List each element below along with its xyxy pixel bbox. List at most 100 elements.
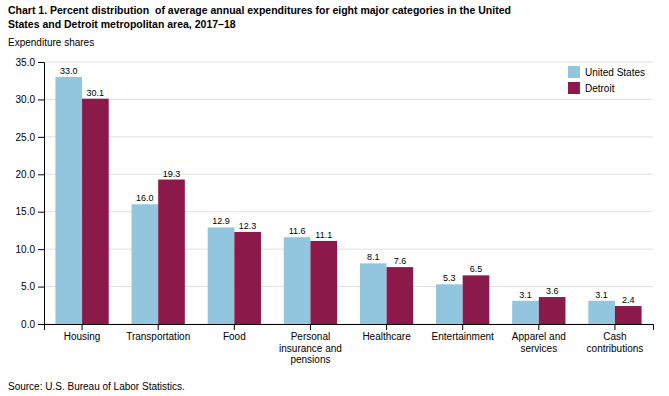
y-tick-mark xyxy=(38,62,44,63)
data-label: 3.6 xyxy=(546,286,559,296)
y-tick-mark xyxy=(38,99,44,100)
x-tick-mark xyxy=(386,324,387,330)
y-tick-mark xyxy=(38,212,44,213)
source: Source: U.S. Bureau of Labor Statistics. xyxy=(8,381,185,392)
x-tick-mark xyxy=(310,324,311,330)
y-tick-mark xyxy=(38,137,44,138)
bar xyxy=(284,237,311,324)
x-tick-label: Food xyxy=(223,331,246,342)
bar xyxy=(463,275,490,324)
x-tick: Cashcontributions xyxy=(587,324,644,354)
y-tick-mark xyxy=(38,249,44,250)
y-tick-mark xyxy=(38,174,44,175)
legend-swatch xyxy=(568,82,580,94)
y-tick: 20.0 xyxy=(16,169,44,180)
x-axis-line xyxy=(45,325,654,331)
x-tick-label: Personalinsurance andpensions xyxy=(279,331,342,365)
x-tick: Entertainment xyxy=(432,324,494,342)
subtitle: Expenditure shares xyxy=(8,37,94,48)
x-axis: Housing Transportation Food Personalinsuran… xyxy=(45,324,654,365)
x-tick-mark xyxy=(614,324,615,330)
chart: Chart 1. Percent distribution of average… xyxy=(0,0,669,396)
plot: 0.0 5.0 10.0 15.0 20.0 25.0 30.0 35.0 Housing Tra… xyxy=(16,57,654,365)
x-tick-mark xyxy=(234,324,235,330)
legend-swatch xyxy=(568,66,580,78)
x-tick: Apparel andservices xyxy=(512,324,566,354)
x-tick-mark xyxy=(462,324,463,330)
bar xyxy=(208,227,235,324)
bar xyxy=(82,99,109,324)
bar xyxy=(512,301,539,324)
data-label: 8.1 xyxy=(367,252,380,262)
bar xyxy=(158,180,185,324)
x-tick: Housing xyxy=(64,324,101,342)
x-tick: Healthcare xyxy=(362,324,411,342)
y-tick-label: 15.0 xyxy=(16,206,36,217)
x-tick-label: Healthcare xyxy=(362,331,411,342)
x-tick-label: Apparel andservices xyxy=(512,331,566,354)
grid-line xyxy=(44,99,653,100)
bar xyxy=(387,267,414,324)
x-tick-mark xyxy=(538,324,539,330)
data-label: 12.9 xyxy=(212,216,230,226)
y-tick-label: 20.0 xyxy=(16,169,36,180)
y-tick-label: 5.0 xyxy=(21,281,35,292)
legend-label: Detroit xyxy=(585,83,615,94)
data-label: 33.0 xyxy=(60,66,78,76)
data-label: 6.5 xyxy=(470,264,483,274)
bar xyxy=(615,306,642,324)
legend-label: United States xyxy=(585,67,645,78)
title: Chart 1. Percent distribution of average… xyxy=(8,4,511,30)
legend: United States Detroit xyxy=(568,66,645,94)
y-tick: 25.0 xyxy=(16,132,44,143)
data-label: 30.1 xyxy=(87,88,105,98)
y-axis: 0.0 5.0 10.0 15.0 20.0 25.0 30.0 35.0 xyxy=(16,57,45,330)
y-tick-mark xyxy=(38,287,44,288)
data-label: 16.0 xyxy=(136,193,154,203)
legend-item: Detroit xyxy=(568,82,615,94)
y-tick: 30.0 xyxy=(16,94,44,105)
data-label: 3.1 xyxy=(519,290,532,300)
data-label: 19.3 xyxy=(163,169,181,179)
data-label: 11.6 xyxy=(289,226,306,236)
data-label: 7.6 xyxy=(394,256,407,266)
bar xyxy=(588,301,615,324)
y-tick-label: 35.0 xyxy=(16,57,36,68)
legend-item: United States xyxy=(568,66,645,78)
y-tick: 15.0 xyxy=(16,206,44,217)
y-axis-line xyxy=(38,63,45,325)
data-label: 5.3 xyxy=(443,273,456,283)
y-tick: 5.0 xyxy=(21,281,44,292)
x-tick-label: Cashcontributions xyxy=(587,331,644,354)
grid xyxy=(44,62,653,324)
y-tick: 35.0 xyxy=(16,57,44,68)
x-tick-mark xyxy=(158,324,159,330)
x-tick-label: Transportation xyxy=(126,331,190,342)
grid-line xyxy=(44,136,653,137)
x-tick: Personalinsurance andpensions xyxy=(279,324,342,365)
bar xyxy=(436,284,463,324)
bar xyxy=(55,77,82,324)
data-label: 2.4 xyxy=(622,295,635,305)
x-tick-label: Entertainment xyxy=(432,331,494,342)
data-label: 11.1 xyxy=(315,230,332,240)
bar xyxy=(310,241,337,324)
data-labels: 33.0 16.0 12.9 11.6 8.1 5.3 3.1 3.1 30.1 19.3 12.3… xyxy=(60,66,635,305)
y-tick: 10.0 xyxy=(16,244,44,255)
data-label: 3.1 xyxy=(595,290,608,300)
x-tick-mark xyxy=(82,324,83,330)
grid-line xyxy=(44,174,653,175)
bar xyxy=(132,204,159,324)
bar xyxy=(539,297,566,324)
bar xyxy=(234,232,261,324)
grid-line xyxy=(44,62,653,63)
x-tick-label: Housing xyxy=(64,331,101,342)
x-tick: Transportation xyxy=(126,324,190,342)
y-tick-label: 10.0 xyxy=(16,244,36,255)
y-tick-label: 25.0 xyxy=(16,132,36,143)
bar xyxy=(360,263,387,324)
bars xyxy=(55,77,641,324)
y-tick: 0.0 xyxy=(21,319,44,330)
data-label: 12.3 xyxy=(239,221,257,231)
y-tick-label: 0.0 xyxy=(21,319,35,330)
